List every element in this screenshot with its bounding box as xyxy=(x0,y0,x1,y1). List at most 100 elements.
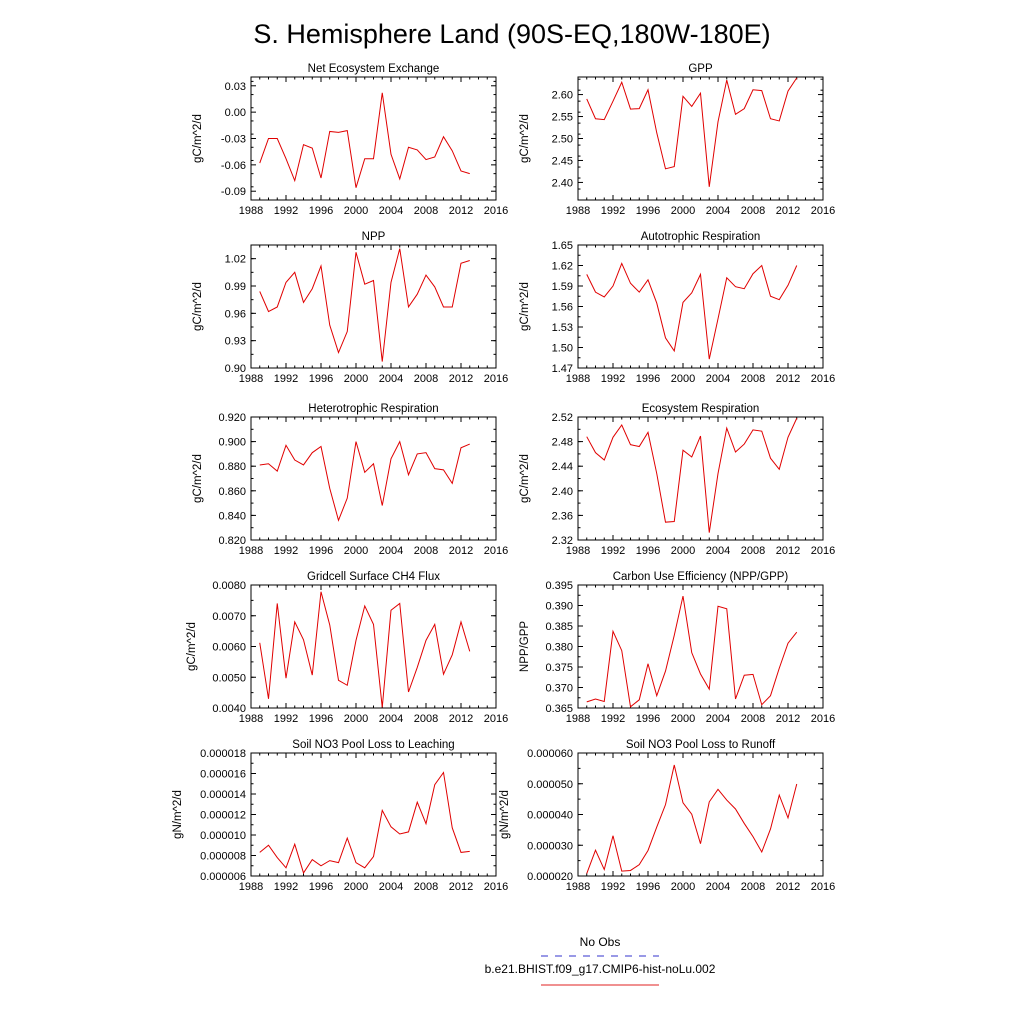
y-tick-label: 2.40 xyxy=(552,486,573,498)
plot-frame xyxy=(577,584,824,709)
series-line xyxy=(259,440,470,522)
y-tick-label: 2.32 xyxy=(552,535,573,547)
plot-frame xyxy=(250,752,497,877)
chart-panel: Gridcell Surface CH4 Flux 1988 1992 1996 200… xyxy=(186,571,508,725)
x-tick-label: 2008 xyxy=(414,545,438,557)
y-tick-label: -0.06 xyxy=(221,160,246,172)
series-line xyxy=(586,77,798,187)
y-axis-label: gC/m^2/d xyxy=(519,454,531,503)
x-tick-label: 1996 xyxy=(309,881,333,893)
y-tick-label: 2.44 xyxy=(552,461,573,473)
y-tick-label: 2.50 xyxy=(552,134,573,146)
y-axis-label: gC/m^2/d xyxy=(192,282,204,331)
y-tick-label: 2.40 xyxy=(552,177,573,189)
y-tick-label: 0.0040 xyxy=(212,703,246,715)
panel-title: Gridcell Surface CH4 Flux xyxy=(307,571,440,583)
panel-title: Net Ecosystem Exchange xyxy=(308,63,440,75)
chart-panel: Net Ecosystem Exchange 1988 1992 1996 2000 20… xyxy=(192,63,508,217)
panel-title: GPP xyxy=(688,63,713,75)
y-tick-label: 0.96 xyxy=(225,308,246,320)
y-tick-label: 0.93 xyxy=(225,336,246,348)
panel-title: Ecosystem Respiration xyxy=(642,403,760,415)
x-tick-label: 1992 xyxy=(601,545,625,557)
chart-panel: Autotrophic Respiration 1988 1992 1996 2000 2… xyxy=(519,231,835,385)
plot-frame xyxy=(577,244,824,369)
x-tick-label: 1992 xyxy=(274,373,298,385)
series-line xyxy=(259,248,470,362)
x-tick-label: 2012 xyxy=(776,205,800,217)
x-tick-label: 1996 xyxy=(309,713,333,725)
x-tick-label: 2008 xyxy=(414,373,438,385)
y-tick-label: 0.00 xyxy=(225,107,246,119)
x-tick-label: 2008 xyxy=(414,713,438,725)
y-tick-label: 2.55 xyxy=(552,112,573,124)
chart-panel: Carbon Use Efficiency (NPP/GPP) 1988 1992 1… xyxy=(519,571,835,725)
x-tick-label: 2016 xyxy=(484,713,508,725)
x-tick-label: 2008 xyxy=(741,545,765,557)
x-tick-label: 2000 xyxy=(344,205,368,217)
x-tick-label: 2016 xyxy=(811,881,835,893)
y-tick-label: 0.380 xyxy=(545,642,573,654)
series-line xyxy=(259,591,471,708)
y-axis-label: gN/m^2/d xyxy=(499,790,511,839)
x-tick-label: 2008 xyxy=(414,205,438,217)
y-axis-label: gC/m^2/d xyxy=(519,282,531,331)
y-tick-label: 2.48 xyxy=(552,437,573,449)
y-tick-label: 0.0080 xyxy=(212,580,246,592)
x-tick-label: 1996 xyxy=(636,373,660,385)
x-tick-label: 2000 xyxy=(344,713,368,725)
x-tick-label: 1996 xyxy=(309,205,333,217)
series-line xyxy=(586,418,798,533)
y-tick-label: 0.90 xyxy=(225,363,246,375)
x-tick-label: 1996 xyxy=(309,373,333,385)
y-tick-label: 0.000050 xyxy=(527,779,573,791)
y-tick-label: 0.000030 xyxy=(527,840,573,852)
panel-title: Soil NO3 Pool Loss to Runoff xyxy=(626,739,776,751)
x-tick-label: 2004 xyxy=(379,713,403,725)
y-tick-label: 0.840 xyxy=(218,510,246,522)
y-tick-label: 0.860 xyxy=(218,486,246,498)
legend: No Obs b.e21.BHIST.f09_g17.CMIP6-hist-no… xyxy=(485,935,716,986)
y-tick-label: 0.99 xyxy=(225,281,246,293)
chart-panel: GPP 1988 1992 1996 2000 2004 2008 2012 2016 2.40 2… xyxy=(519,63,835,217)
x-tick-label: 1996 xyxy=(636,205,660,217)
y-tick-label: 0.820 xyxy=(218,535,246,547)
chart-panel: Ecosystem Respiration 1988 1992 1996 2000 200… xyxy=(519,403,835,557)
x-tick-label: 1992 xyxy=(274,205,298,217)
x-tick-label: 1992 xyxy=(601,881,625,893)
y-tick-label: 0.000060 xyxy=(527,748,573,760)
series-line xyxy=(586,764,798,874)
x-tick-label: 2004 xyxy=(379,205,403,217)
x-tick-label: 2016 xyxy=(484,205,508,217)
y-tick-label: 0.900 xyxy=(218,437,246,449)
chart-panel: NPP 1988 1992 1996 2000 2004 2008 2012 2016 0.90 0… xyxy=(192,231,508,385)
x-tick-label: 2012 xyxy=(449,881,473,893)
x-tick-label: 2012 xyxy=(776,713,800,725)
x-tick-label: 2012 xyxy=(449,205,473,217)
y-tick-label: -0.09 xyxy=(221,186,246,198)
series-line xyxy=(586,262,798,360)
y-tick-label: 0.0070 xyxy=(212,611,246,623)
x-tick-label: 1988 xyxy=(239,373,263,385)
y-tick-label: 0.920 xyxy=(218,412,246,424)
y-tick-label: 0.365 xyxy=(545,703,573,715)
x-tick-label: 2016 xyxy=(484,545,508,557)
panel-title: NPP xyxy=(362,231,386,243)
x-tick-label: 2000 xyxy=(344,545,368,557)
x-tick-label: 1996 xyxy=(636,545,660,557)
legend-label-no-obs: No Obs xyxy=(580,935,621,949)
plot-frame xyxy=(250,244,497,369)
x-tick-label: 2008 xyxy=(741,373,765,385)
y-tick-label: 0.000010 xyxy=(200,830,246,842)
x-tick-label: 2012 xyxy=(776,881,800,893)
y-tick-label: 0.000012 xyxy=(200,810,246,822)
x-tick-label: 2008 xyxy=(741,205,765,217)
x-tick-label: 2012 xyxy=(449,373,473,385)
x-tick-label: 2004 xyxy=(706,545,730,557)
x-tick-label: 1996 xyxy=(309,545,333,557)
x-tick-label: 2004 xyxy=(706,373,730,385)
y-tick-label: 0.370 xyxy=(545,683,573,695)
y-tick-label: 0.000040 xyxy=(527,810,573,822)
y-tick-label: 1.50 xyxy=(552,343,573,355)
y-tick-label: 0.03 xyxy=(225,81,246,93)
